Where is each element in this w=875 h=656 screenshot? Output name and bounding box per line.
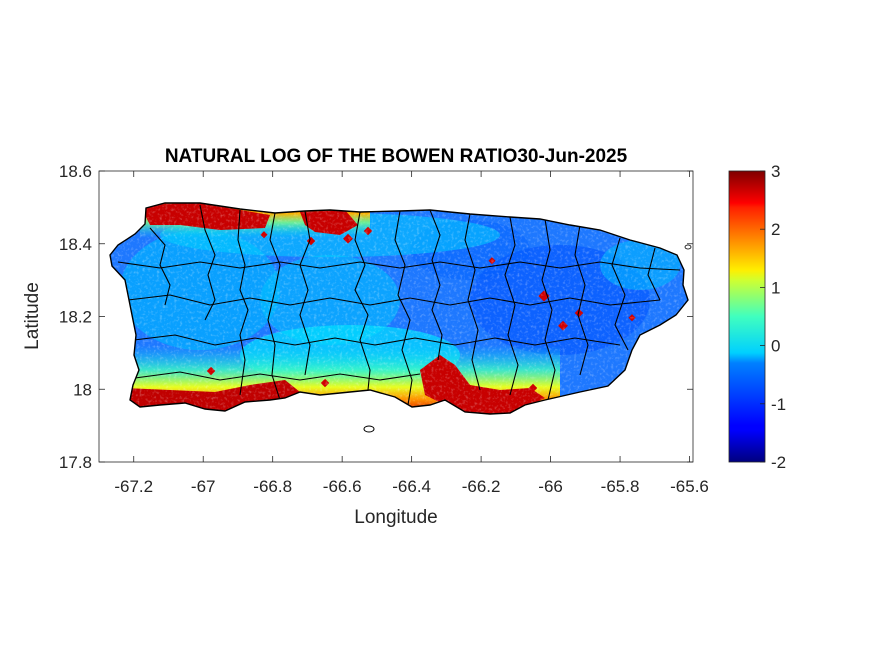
colorbar-tick-label: 0 [771,337,780,356]
municipality-boundaries [117,204,681,406]
colorbar-ticks: -2 -1 0 1 2 3 [760,162,786,472]
x-tick-label: -66.6 [323,477,362,496]
colorbar: -2 -1 0 1 2 3 [728,162,786,472]
x-tick-label: -67.2 [114,477,153,496]
y-tick-label: 18.4 [59,235,92,254]
islet-east [684,244,692,250]
y-tick-label: 17.8 [59,453,92,472]
speckle-noise [110,203,688,414]
map-axes [98,170,694,463]
y-axis: 17.8 18 18.2 18.4 18.6 [59,162,693,472]
y-axis-label: Latitude [22,282,43,350]
x-tick-label: -67 [191,477,216,496]
x-tick-label: -66.2 [462,477,501,496]
islet-caja-de-muertos [363,425,375,433]
colorbar-tick-label: -2 [771,453,786,472]
x-tick-label: -65.8 [601,477,640,496]
colorbar-tick-label: 1 [771,278,780,297]
x-axis-label: Longitude [354,507,437,528]
y-tick-label: 18.2 [59,308,92,327]
x-tick-label: -66.4 [392,477,431,496]
x-tick-label: -65.6 [670,477,709,496]
x-axis: -67.2 -67 -66.8 -66.6 -66.4 -66.2 -66 -65.8 -65.… [114,171,709,496]
colorbar-tick-label: 2 [771,220,780,239]
colorbar-tick-label: -1 [771,395,786,414]
x-tick-label: -66.8 [253,477,292,496]
colorbar-tick-label: 3 [771,162,780,181]
colorbar-gradient [728,170,766,463]
chart-title: NATURAL LOG OF THE BOWEN RATIO30-Jun-202… [165,146,628,167]
y-tick-label: 18.6 [59,162,92,181]
y-tick-label: 18 [73,380,92,399]
x-tick-label: -66 [538,477,563,496]
